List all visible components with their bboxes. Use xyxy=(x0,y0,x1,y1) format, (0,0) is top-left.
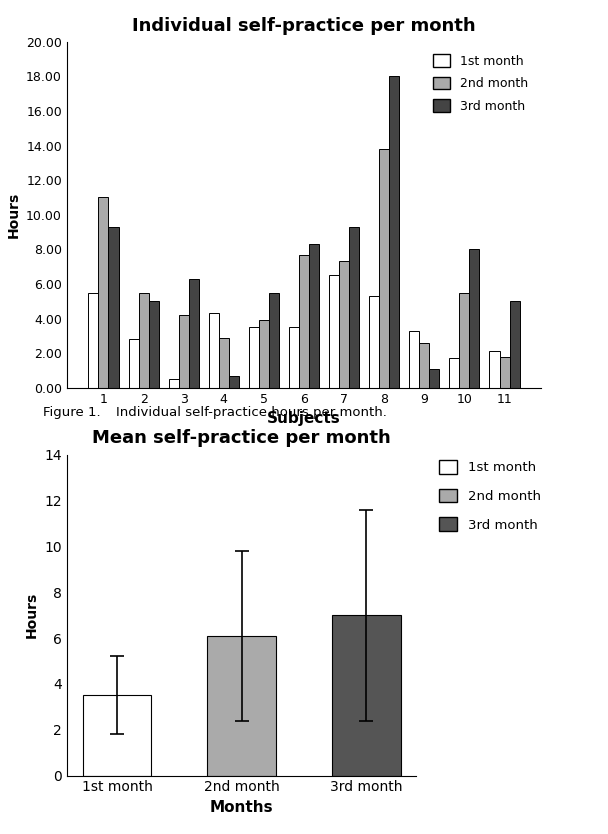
Bar xyxy=(269,293,279,388)
Bar xyxy=(500,357,510,388)
Bar xyxy=(469,249,480,388)
Bar xyxy=(249,327,259,388)
Bar xyxy=(409,331,420,388)
Bar xyxy=(349,227,359,388)
Y-axis label: Hours: Hours xyxy=(7,192,21,238)
Legend: 1st month, 2nd month, 3rd month: 1st month, 2nd month, 3rd month xyxy=(434,455,546,537)
Legend: 1st month, 2nd month, 3rd month: 1st month, 2nd month, 3rd month xyxy=(427,48,535,118)
Bar xyxy=(148,301,159,388)
X-axis label: Months: Months xyxy=(210,800,274,815)
Bar xyxy=(179,315,188,388)
Bar xyxy=(207,636,276,776)
Bar xyxy=(329,275,339,388)
Bar xyxy=(460,293,469,388)
Bar xyxy=(389,77,399,388)
Bar xyxy=(88,293,98,388)
Bar xyxy=(339,262,349,388)
Bar xyxy=(259,320,269,388)
Text: Individual self-practice hours per month.: Individual self-practice hours per month… xyxy=(116,406,387,420)
Title: Mean self-practice per month: Mean self-practice per month xyxy=(92,430,391,447)
Bar xyxy=(309,244,319,388)
Bar xyxy=(209,314,219,388)
Bar xyxy=(128,339,139,388)
Y-axis label: Hours: Hours xyxy=(25,592,39,638)
Bar xyxy=(369,296,379,388)
Bar xyxy=(139,293,148,388)
Bar xyxy=(229,375,239,388)
Bar xyxy=(98,198,108,388)
Bar xyxy=(489,351,500,388)
Title: Individual self-practice per month: Individual self-practice per month xyxy=(132,17,476,34)
X-axis label: Subjects: Subjects xyxy=(267,411,341,426)
Bar xyxy=(449,359,460,388)
Bar xyxy=(379,149,389,388)
Bar xyxy=(219,338,229,388)
Bar xyxy=(188,279,199,388)
Bar xyxy=(168,379,179,388)
Bar xyxy=(83,696,151,776)
Bar xyxy=(510,301,520,388)
Bar xyxy=(289,327,299,388)
Bar xyxy=(108,227,119,388)
Bar xyxy=(429,369,440,388)
Text: Figure 1.: Figure 1. xyxy=(43,406,100,420)
Bar xyxy=(332,615,401,776)
Bar xyxy=(420,343,429,388)
Bar xyxy=(299,254,309,388)
